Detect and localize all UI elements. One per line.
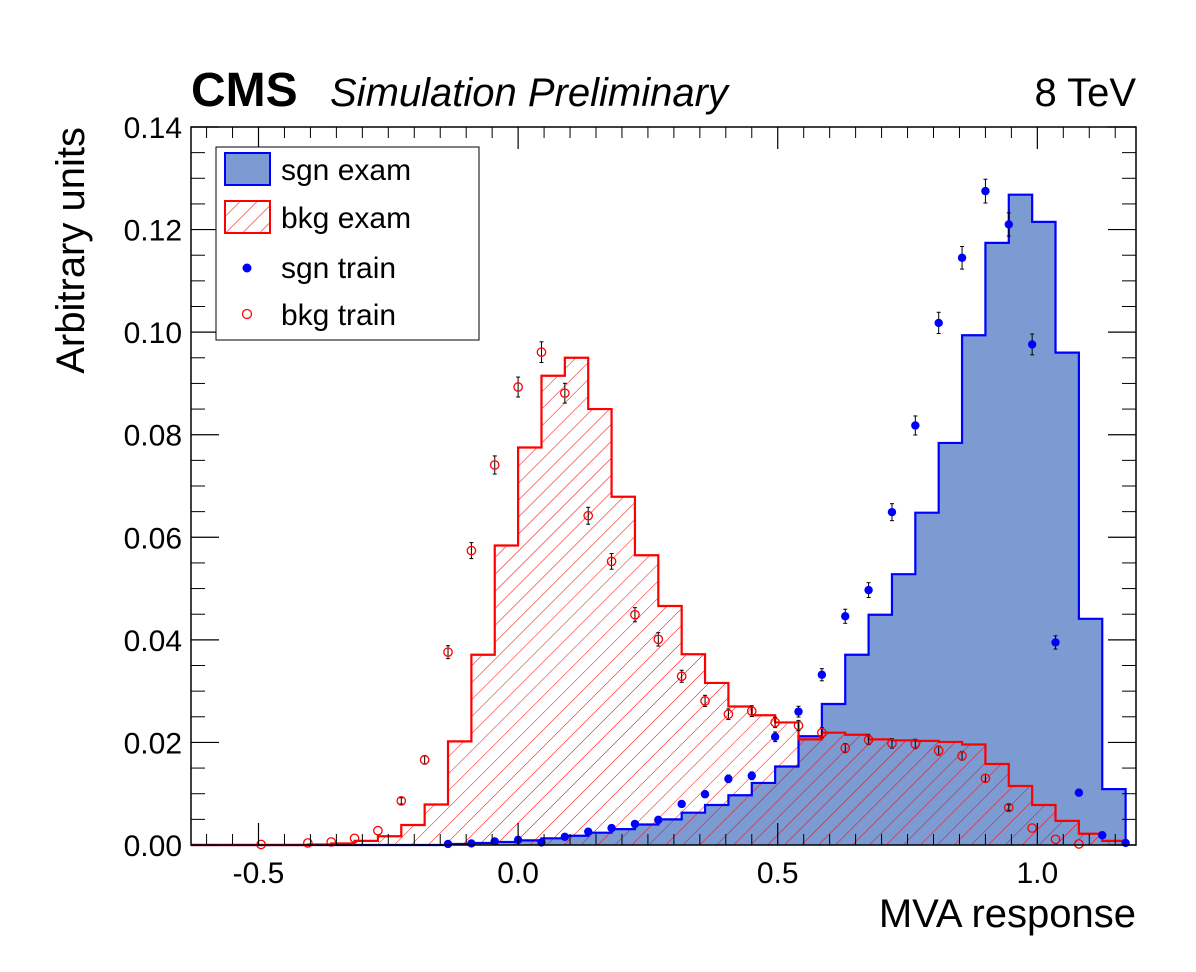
y-tick-label: 0.14 [124, 112, 182, 145]
axis-tick-labels: -0.5 0.0 0.5 1.0 0.00 0.02 0.04 0.06 0.08 0.10 0.1… [124, 112, 1059, 890]
sgn-train-point [981, 186, 990, 196]
bkg-train-point [887, 738, 897, 749]
legend: sgn exam bkg exam sgn train bkg train [215, 146, 480, 341]
sgn-train-point [1027, 340, 1037, 349]
bkg-train-point [466, 545, 477, 556]
bkg-train-point [396, 796, 407, 806]
x-tick-label: 0.5 [757, 857, 799, 890]
bkg-train-point [700, 696, 710, 706]
x-tick-label: 1.0 [1016, 857, 1058, 890]
bkg-train-point [910, 739, 921, 749]
sgn-train-point [724, 774, 733, 784]
sgn-train-point [770, 732, 780, 741]
bkg-train-point [349, 833, 360, 844]
sgn-train-point [1121, 838, 1130, 848]
bkg-train-point [840, 743, 851, 753]
bkg-train-point [723, 709, 734, 720]
legend-marker-sgn-train [242, 263, 252, 273]
bkg-train-point [443, 647, 453, 658]
bkg-train-point [1027, 823, 1038, 833]
sgn-train-point [887, 507, 897, 517]
experiment-label: CMS [191, 64, 298, 117]
status-label: Simulation Preliminary [330, 71, 731, 115]
sgn-train-point [817, 670, 827, 679]
sgn-train-point [1051, 638, 1060, 647]
sgn-train-point [864, 585, 873, 595]
sgn-train-point [794, 707, 803, 716]
y-axis-title: Arbitrary units [49, 127, 93, 374]
legend-label-sgn-exam: sgn exam [281, 154, 411, 187]
sgn-exam-fill [191, 194, 1126, 845]
sgn-train-point [841, 612, 850, 621]
bkg-train-point [653, 634, 664, 645]
legend-label-sgn-train: sgn train [281, 252, 396, 285]
sgn-train-point [700, 790, 710, 799]
y-tick-label: 0.08 [124, 420, 182, 453]
bkg-train-point [559, 388, 570, 399]
bkg-train-point [793, 720, 804, 731]
bkg-train-point [980, 773, 991, 784]
y-tick-label: 0.00 [124, 830, 182, 863]
x-tick-label: -0.5 [233, 857, 285, 890]
sgn-train-point [560, 832, 570, 841]
axis-ticks [191, 126, 1136, 846]
bkg-train-point [489, 460, 500, 470]
bkg-train-point [419, 755, 430, 765]
x-tick-label: 0.0 [497, 857, 539, 890]
y-tick-label: 0.04 [124, 625, 182, 658]
bkg-train-point [1074, 839, 1084, 849]
bkg-train-point [326, 837, 337, 847]
bkg-train-point [817, 727, 827, 738]
sgn-train-point [1074, 788, 1084, 797]
sgn-train-point [1004, 220, 1013, 229]
energy-label: 8 TeV [1034, 71, 1136, 115]
bkg-train-point [373, 825, 383, 836]
bkg-train-point [676, 671, 687, 682]
sgn-train-point [1098, 831, 1107, 840]
y-tick-label: 0.02 [124, 727, 182, 760]
legend-label-bkg-train: bkg train [281, 299, 396, 332]
bkg-train-point [630, 609, 640, 620]
y-tick-label: 0.12 [124, 215, 182, 248]
sgn-train-point [934, 318, 943, 328]
bkg-train-point [770, 717, 780, 728]
bkg-train-point [536, 347, 547, 357]
legend-swatch-bkg-exam [224, 200, 271, 234]
bkg-train-point [583, 510, 594, 521]
sgn-train-point [911, 421, 920, 430]
sgn-train-point [607, 823, 616, 833]
y-tick-label: 0.10 [124, 317, 182, 350]
bkg-train-point [1003, 802, 1014, 813]
bkg-train-point [746, 706, 757, 716]
sgn-train-point [654, 815, 663, 825]
bkg-train-point [1050, 834, 1061, 845]
bkg-train-point [513, 382, 523, 392]
bkg-train-point [957, 750, 967, 761]
legend-marker-bkg-train [241, 308, 253, 320]
bkg-train-point [863, 735, 874, 745]
legend-label-bkg-exam: bkg exam [281, 202, 411, 235]
bkg-train-point [302, 838, 313, 848]
sgn-train-point [443, 839, 453, 849]
bkg-exam-outline [191, 356, 1127, 847]
sgn-train-point [957, 253, 967, 262]
bkg-train-point [933, 745, 944, 756]
bkg-train-point [606, 556, 617, 567]
sgn-train-point [677, 799, 686, 809]
legend-swatch-sgn-exam [224, 152, 271, 186]
x-axis-title: MVA response [879, 892, 1136, 936]
y-tick-label: 0.06 [124, 522, 182, 555]
sgn-train-point [630, 819, 640, 829]
marker-layer [256, 178, 1130, 850]
sgn-train-point [584, 827, 593, 836]
sgn-train-point [747, 771, 756, 780]
sgn-train-point [467, 839, 476, 848]
